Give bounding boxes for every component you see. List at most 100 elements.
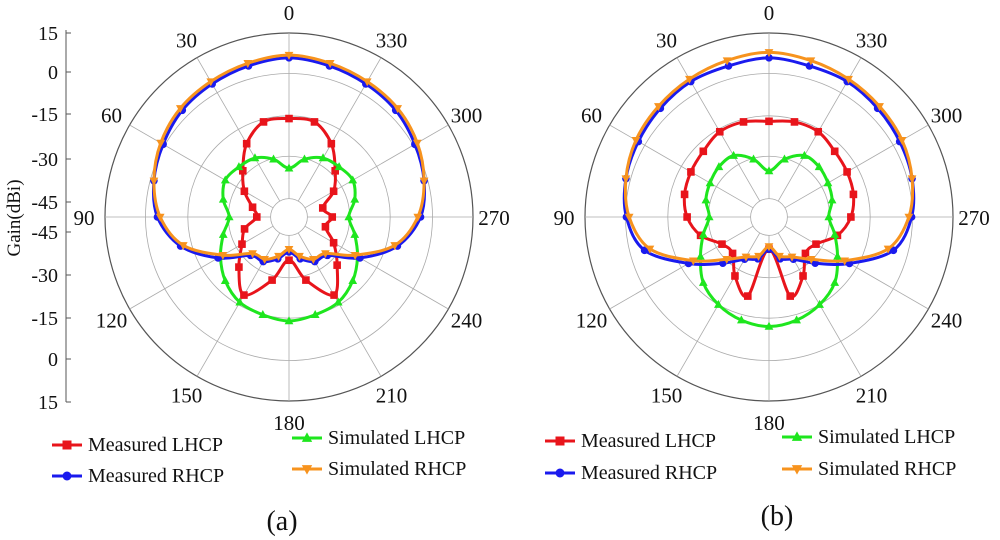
data-point-simulated-lhcp [827, 195, 837, 204]
data-point-simulated-rhcp [325, 60, 335, 69]
legend-label-simulated-rhcp: Simulated RHCP [818, 458, 956, 480]
data-point-simulated-lhcp [792, 315, 801, 324]
data-point-measured-lhcp [830, 147, 839, 156]
data-point-measured-lhcp [849, 190, 858, 199]
legend-marker-measured-lhcp [555, 436, 565, 446]
angle-tick-label: 90 [554, 206, 575, 230]
data-point-simulated-rhcp [362, 78, 372, 87]
angle-tick-label: 0 [284, 1, 295, 25]
data-point-simulated-rhcp [685, 75, 694, 84]
data-point-simulated-lhcp [704, 212, 714, 221]
data-point-measured-lhcp [240, 225, 249, 233]
data-point-measured-lhcp [801, 249, 810, 258]
data-point-simulated-rhcp [764, 49, 774, 58]
angle-tick-label: 210 [376, 384, 408, 408]
legend-marker-simulated-lhcp [301, 432, 313, 442]
legend-marker-measured-rhcp [62, 471, 72, 481]
data-point-simulated-rhcp [787, 253, 797, 262]
gain-tick-label: 0 [48, 349, 58, 371]
data-point-simulated-lhcp [749, 154, 758, 163]
data-point-simulated-rhcp [274, 252, 283, 261]
data-point-simulated-rhcp [624, 213, 634, 222]
data-point-simulated-rhcp [149, 177, 159, 186]
data-point-simulated-lhcp [218, 194, 228, 203]
data-point-simulated-rhcp [243, 60, 253, 69]
angle-labels-b: 0 330 300 270 240 210 180 150 120 90 60 30 [554, 1, 990, 435]
data-point-simulated-lhcp [714, 162, 724, 171]
legend-b: Measured LHCP Simulated LHCP Measured RHCP… [545, 426, 956, 484]
data-point-simulated-lhcp [764, 166, 774, 175]
angle-tick-label: 270 [958, 206, 990, 230]
data-point-measured-lhcp [239, 167, 247, 175]
data-point-simulated-lhcp [696, 251, 705, 260]
data-point-simulated-lhcp [234, 162, 244, 171]
data-point-simulated-rhcp [722, 256, 732, 265]
angle-tick-label: 300 [931, 104, 963, 128]
data-point-simulated-lhcp [220, 276, 230, 284]
data-point-simulated-rhcp [840, 257, 850, 266]
data-point-simulated-lhcp [350, 194, 360, 203]
data-point-simulated-lhcp [824, 212, 834, 221]
legend-marker-measured-lhcp [62, 440, 72, 450]
angle-tick-label: 30 [656, 28, 677, 52]
data-point-measured-rhcp [724, 62, 733, 70]
data-point-simulated-rhcp [883, 245, 893, 254]
data-point-measured-lhcp [328, 213, 337, 221]
data-point-measured-lhcp [812, 240, 820, 248]
angle-tick-label: 120 [576, 309, 608, 333]
data-point-simulated-rhcp [875, 103, 884, 112]
data-point-simulated-lhcp [348, 175, 358, 184]
angle-tick-label: 180 [273, 411, 305, 435]
data-point-measured-lhcp [683, 213, 691, 221]
data-point-simulated-rhcp [284, 245, 294, 254]
data-point-measured-lhcp [843, 168, 851, 176]
grid-spoke [784, 225, 929, 310]
polar-grid-b [584, 32, 954, 402]
data-point-simulated-lhcp [833, 251, 842, 260]
data-point-simulated-rhcp [175, 105, 185, 114]
legend-a: Measured LHCP Simulated LHCP Measured RHCP… [52, 427, 466, 487]
gain-tick-label: -45 [31, 192, 58, 214]
polar-plot-b: 0 330 300 270 240 210 180 150 120 90 60 30 [554, 1, 990, 435]
data-point-measured-lhcp [318, 204, 327, 212]
data-point-simulated-rhcp [754, 252, 763, 261]
data-point-measured-lhcp [331, 167, 339, 175]
data-point-simulated-lhcp [284, 163, 294, 172]
data-point-measured-lhcp [790, 118, 799, 126]
data-point-measured-lhcp [240, 187, 249, 196]
data-point-simulated-lhcp [318, 153, 328, 162]
data-point-simulated-lhcp [815, 299, 824, 308]
data-point-simulated-lhcp [269, 154, 278, 163]
data-point-measured-rhcp [805, 62, 814, 70]
data-point-measured-lhcp [739, 118, 748, 126]
gain-tick-label: -30 [31, 149, 58, 171]
data-point-measured-lhcp [242, 139, 251, 148]
data-point-simulated-rhcp [722, 57, 732, 66]
angle-tick-label: 30 [176, 28, 197, 52]
angle-tick-label: 150 [171, 384, 203, 408]
data-point-simulated-rhcp [178, 242, 188, 251]
panel-label-a: (a) [266, 506, 297, 537]
data-point-measured-lhcp [687, 168, 695, 176]
angle-tick-label: 60 [581, 104, 602, 128]
data-point-measured-lhcp [240, 291, 248, 299]
data-point-measured-lhcp [814, 127, 823, 136]
grid-spoke [129, 225, 274, 310]
data-point-simulated-lhcp [714, 299, 723, 308]
data-point-measured-lhcp [259, 118, 268, 126]
data-point-simulated-lhcp [218, 229, 228, 238]
legend-label-measured-lhcp: Measured LHCP [581, 430, 716, 452]
series-group-a [149, 51, 429, 325]
grid-spoke [609, 225, 754, 310]
gain-tick-label: 15 [38, 392, 58, 414]
gain-axis: 15 0 -15 -30 -45 -45 -30 -15 0 15 Gain(dBi) [4, 23, 71, 414]
data-point-simulated-rhcp [897, 136, 907, 145]
data-point-measured-lhcp [310, 118, 319, 126]
angle-tick-label: 270 [478, 206, 510, 230]
angle-tick-label: 240 [451, 309, 483, 333]
data-point-measured-lhcp [744, 292, 752, 300]
legend-label-simulated-rhcp: Simulated RHCP [328, 458, 466, 480]
data-point-simulated-lhcp [334, 162, 344, 171]
data-point-simulated-lhcp [224, 212, 234, 221]
data-point-measured-lhcp [329, 187, 338, 196]
